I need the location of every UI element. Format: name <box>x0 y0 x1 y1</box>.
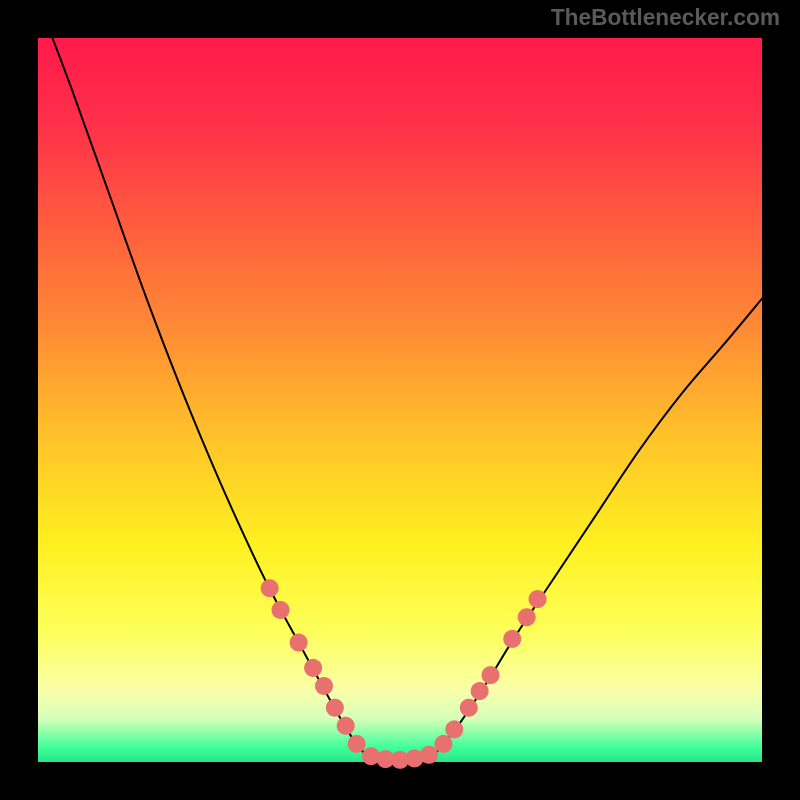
curve-marker-dot <box>261 579 279 597</box>
plot-svg <box>0 0 800 800</box>
curve-marker-dot <box>290 634 308 652</box>
curve-marker-dot <box>518 608 536 626</box>
curve-marker-dot <box>460 699 478 717</box>
plot-background <box>38 38 762 762</box>
watermark-text: TheBottlenecker.com <box>551 4 780 31</box>
curve-marker-dot <box>272 601 290 619</box>
curve-marker-dot <box>482 666 500 684</box>
curve-marker-dot <box>315 677 333 695</box>
curve-marker-dot <box>326 699 344 717</box>
curve-marker-dot <box>348 735 366 753</box>
curve-marker-dot <box>337 717 355 735</box>
curve-marker-dot <box>503 630 521 648</box>
curve-marker-dot <box>471 682 489 700</box>
curve-marker-dot <box>445 720 463 738</box>
chart-frame: TheBottlenecker.com <box>0 0 800 800</box>
curve-marker-dot <box>304 659 322 677</box>
curve-marker-dot <box>420 746 438 764</box>
curve-marker-dot <box>434 735 452 753</box>
curve-marker-dot <box>529 590 547 608</box>
